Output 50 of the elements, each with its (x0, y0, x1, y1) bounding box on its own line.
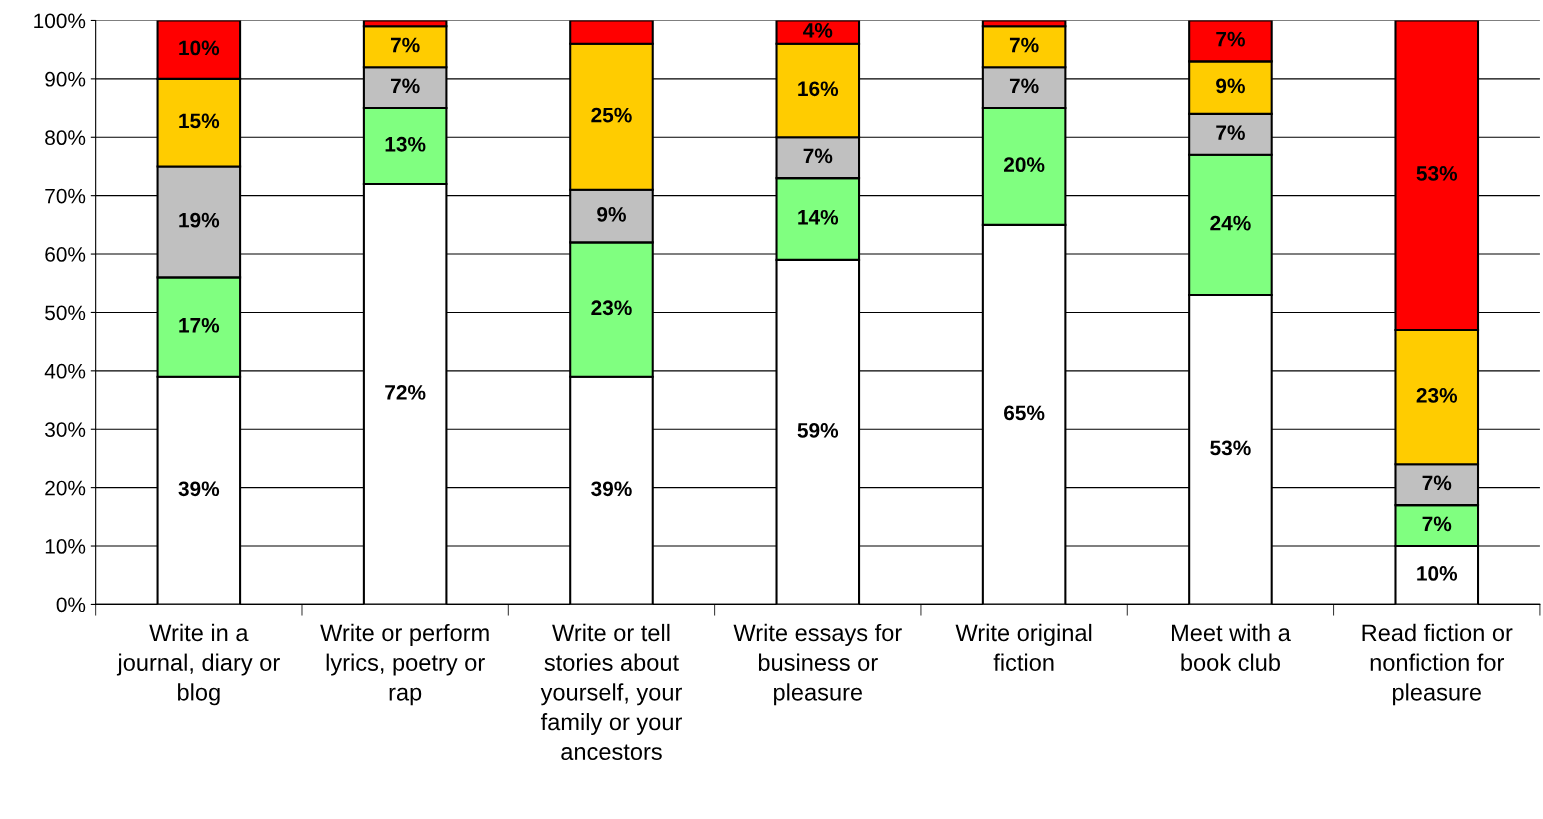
data-label: 7% (1009, 37, 1039, 53)
x-tick-label: Write in a journal, diary or blog (116, 623, 280, 706)
data-label: 59% (797, 423, 839, 438)
data-label: 39% (178, 481, 220, 497)
y-tick-label: 80% (45, 130, 86, 146)
data-label: 7% (390, 78, 420, 94)
data-label: 7% (1216, 31, 1245, 47)
data-label: 24% (1210, 215, 1251, 231)
data-label: 17% (179, 317, 220, 333)
data-label: 7% (1422, 516, 1452, 532)
y-tick-label: 90% (45, 71, 86, 87)
data-label: 72% (385, 385, 426, 400)
x-tick-label: Write or perform lyrics, poetry or rap (320, 623, 489, 706)
data-label: 25% (591, 107, 632, 123)
data-label: 13% (385, 136, 426, 152)
data-label: 19% (179, 212, 220, 228)
y-tick-label: 70% (45, 188, 86, 204)
data-label: 7% (803, 148, 833, 164)
data-label: 9% (597, 206, 626, 222)
data-label: 65% (1004, 405, 1045, 421)
x-tick-label: Write or tell stories about yourself, your family or your ancestors (540, 623, 682, 761)
data-label: 7% (390, 37, 420, 53)
y-tick-label: 100% (34, 13, 86, 29)
y-tick-label: 0% (56, 597, 86, 613)
data-label: 53% (1210, 440, 1251, 456)
data-label: 20% (1003, 157, 1045, 173)
data-label: 39% (591, 481, 632, 497)
y-tick-label: 10% (45, 539, 86, 554)
data-label: 16% (798, 81, 839, 97)
data-label: 7% (1216, 125, 1245, 140)
y-tick-label: 30% (45, 422, 86, 437)
x-tick-label: Meet with a book club (1172, 623, 1291, 671)
x-tick-label: Read fiction or nonfiction for pleasure (1362, 623, 1513, 706)
data-label: 23% (591, 300, 632, 316)
data-label: 15% (179, 113, 220, 129)
y-tick-label: 60% (45, 247, 86, 262)
data-label: 7% (1422, 475, 1452, 491)
y-tick-label: 40% (44, 363, 86, 379)
data-label: 23% (1416, 387, 1458, 403)
y-tick-label: 50% (45, 305, 86, 321)
data-label: 10% (179, 40, 220, 56)
data-label: 53% (1416, 166, 1458, 181)
data-label: 14% (798, 209, 839, 225)
x-tick-label: Write original fiction (955, 623, 1092, 671)
data-label: 10% (1417, 566, 1458, 581)
x-tick-label: Write essays for business or pleasure (733, 623, 902, 706)
data-label: 4% (803, 23, 833, 38)
y-tick-label: 20% (45, 480, 86, 496)
data-label: 7% (1009, 78, 1039, 94)
data-label: 9% (1216, 78, 1245, 94)
